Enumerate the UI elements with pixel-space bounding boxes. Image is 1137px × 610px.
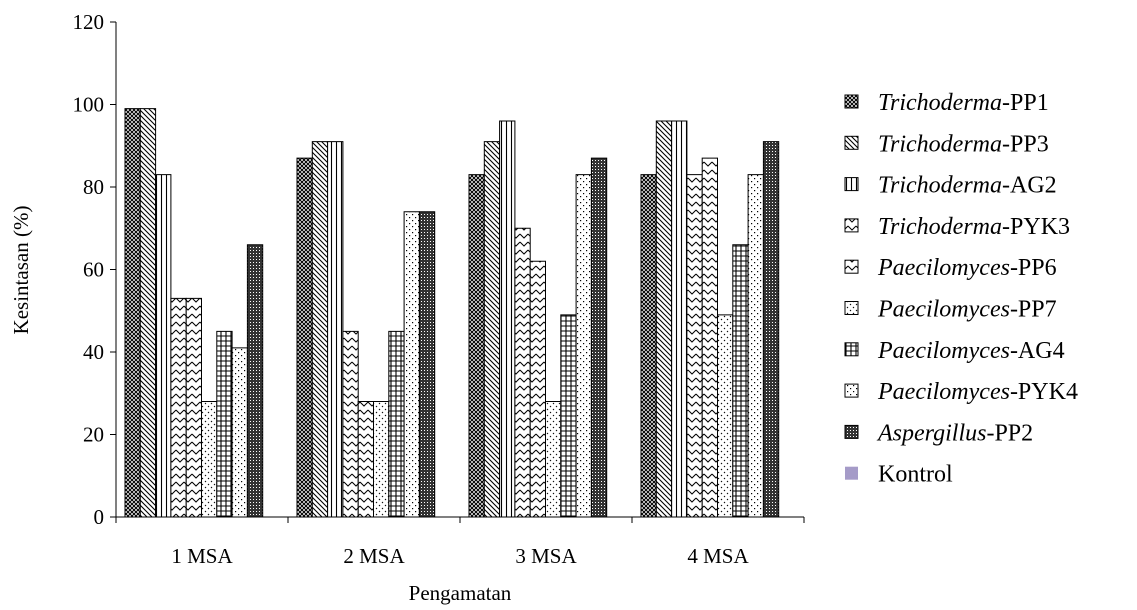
bar bbox=[468, 174, 485, 518]
bar bbox=[640, 174, 657, 518]
legend-label-genus: Paecilomyces bbox=[877, 379, 1010, 405]
legend-label: Paecilomyces-PYK4 bbox=[877, 379, 1078, 405]
legend-swatch bbox=[845, 466, 858, 480]
bar bbox=[311, 141, 329, 518]
y-tick-label: 120 bbox=[73, 10, 105, 34]
legend-label-genus: Paecilomyces bbox=[877, 338, 1010, 364]
x-tick-label: 4 MSA bbox=[687, 544, 749, 568]
y-tick-label: 80 bbox=[83, 175, 104, 199]
legend-label: Trichoderma-PP3 bbox=[878, 131, 1049, 157]
bar bbox=[499, 120, 516, 518]
bar bbox=[327, 141, 344, 518]
legend-label-genus: Trichoderma bbox=[878, 90, 1002, 116]
legend-label: Paecilomyces-PP7 bbox=[877, 297, 1057, 323]
bar bbox=[403, 211, 420, 518]
y-tick-label: 40 bbox=[83, 340, 104, 364]
bar bbox=[545, 401, 562, 518]
x-tick-label: 3 MSA bbox=[515, 544, 577, 568]
legend-label-strain: -PP1 bbox=[1002, 90, 1049, 116]
y-tick-label: 0 bbox=[94, 505, 105, 529]
legend-label-strain: -AG4 bbox=[1010, 338, 1065, 364]
bar bbox=[246, 244, 264, 518]
legend-label: Aspergillus-PP2 bbox=[876, 420, 1033, 446]
y-tick-label: 100 bbox=[73, 93, 105, 117]
bar bbox=[216, 330, 233, 518]
legend-label-strain: -PP7 bbox=[1010, 297, 1057, 323]
y-axis-title: Kesintasan (%) bbox=[9, 206, 33, 335]
bar bbox=[418, 211, 436, 518]
bar bbox=[185, 297, 202, 518]
bar bbox=[747, 174, 764, 518]
legend-swatch bbox=[844, 301, 859, 315]
bar bbox=[686, 174, 703, 518]
bar bbox=[139, 108, 157, 518]
bar bbox=[560, 314, 577, 518]
bar bbox=[170, 297, 187, 518]
bar bbox=[671, 120, 688, 518]
legend-label: Paecilomyces-AG4 bbox=[877, 338, 1065, 364]
x-tick-label: 1 MSA bbox=[171, 544, 233, 568]
legend-label-genus: Aspergillus bbox=[876, 420, 986, 446]
legend-label-genus: Trichoderma bbox=[878, 214, 1002, 240]
bar bbox=[342, 330, 359, 518]
legend-label-strain: -PYK4 bbox=[1010, 379, 1078, 405]
legend-label-strain: -AG2 bbox=[1002, 173, 1057, 199]
bar bbox=[514, 227, 531, 518]
legend-label: Trichoderma-PYK3 bbox=[878, 214, 1070, 240]
legend: Trichoderma-PP1Trichoderma-PP3Trichoderm… bbox=[844, 90, 1078, 488]
x-tick-label: 2 MSA bbox=[343, 544, 405, 568]
legend-swatch bbox=[844, 218, 859, 233]
legend-swatch bbox=[844, 424, 859, 439]
legend-swatch bbox=[844, 342, 859, 357]
legend-label-genus: Trichoderma bbox=[878, 131, 1002, 157]
legend-label-genus: Trichoderma bbox=[878, 173, 1002, 199]
legend-label-strain: Kontrol bbox=[878, 462, 953, 488]
legend-label-strain: -PP3 bbox=[1002, 131, 1049, 157]
bar bbox=[357, 401, 375, 518]
legend-swatch bbox=[844, 177, 859, 192]
bar bbox=[483, 141, 501, 518]
bar bbox=[231, 347, 248, 518]
bar bbox=[590, 157, 608, 518]
bar bbox=[717, 314, 734, 518]
y-ticks: 0 20 40 60 80 100 120 bbox=[73, 10, 116, 529]
bar bbox=[373, 401, 390, 518]
legend-swatch bbox=[844, 383, 859, 398]
legend-swatch bbox=[844, 135, 859, 150]
bar bbox=[296, 157, 313, 518]
bar bbox=[201, 401, 218, 518]
y-tick-label: 60 bbox=[83, 258, 104, 282]
legend-label-genus: Paecilomyces bbox=[877, 255, 1010, 281]
legend-label: Kontrol bbox=[878, 462, 953, 488]
bars bbox=[124, 108, 780, 518]
legend-swatch bbox=[844, 259, 859, 274]
bar bbox=[762, 141, 780, 518]
bar bbox=[732, 244, 749, 518]
bar bbox=[388, 330, 405, 518]
legend-label: Trichoderma-PP1 bbox=[878, 90, 1049, 116]
x-axis-title: Pengamatan bbox=[409, 581, 512, 605]
bar bbox=[655, 120, 673, 518]
legend-swatch bbox=[844, 94, 859, 109]
bar bbox=[124, 108, 141, 518]
y-tick-label: 20 bbox=[83, 423, 104, 447]
legend-label-strain: -PP2 bbox=[986, 420, 1033, 446]
bar bbox=[529, 260, 547, 518]
legend-label-genus: Paecilomyces bbox=[877, 297, 1010, 323]
legend-label: Paecilomyces-PP6 bbox=[877, 255, 1057, 281]
legend-label-strain: -PP6 bbox=[1010, 255, 1057, 281]
bar bbox=[701, 157, 719, 518]
x-ticks: 1 MSA 2 MSA 3 MSA 4 MSA bbox=[115, 517, 805, 568]
legend-label: Trichoderma-AG2 bbox=[878, 173, 1057, 199]
bar bbox=[575, 174, 592, 518]
legend-label-strain: -PYK3 bbox=[1002, 214, 1070, 240]
bar bbox=[155, 174, 172, 518]
